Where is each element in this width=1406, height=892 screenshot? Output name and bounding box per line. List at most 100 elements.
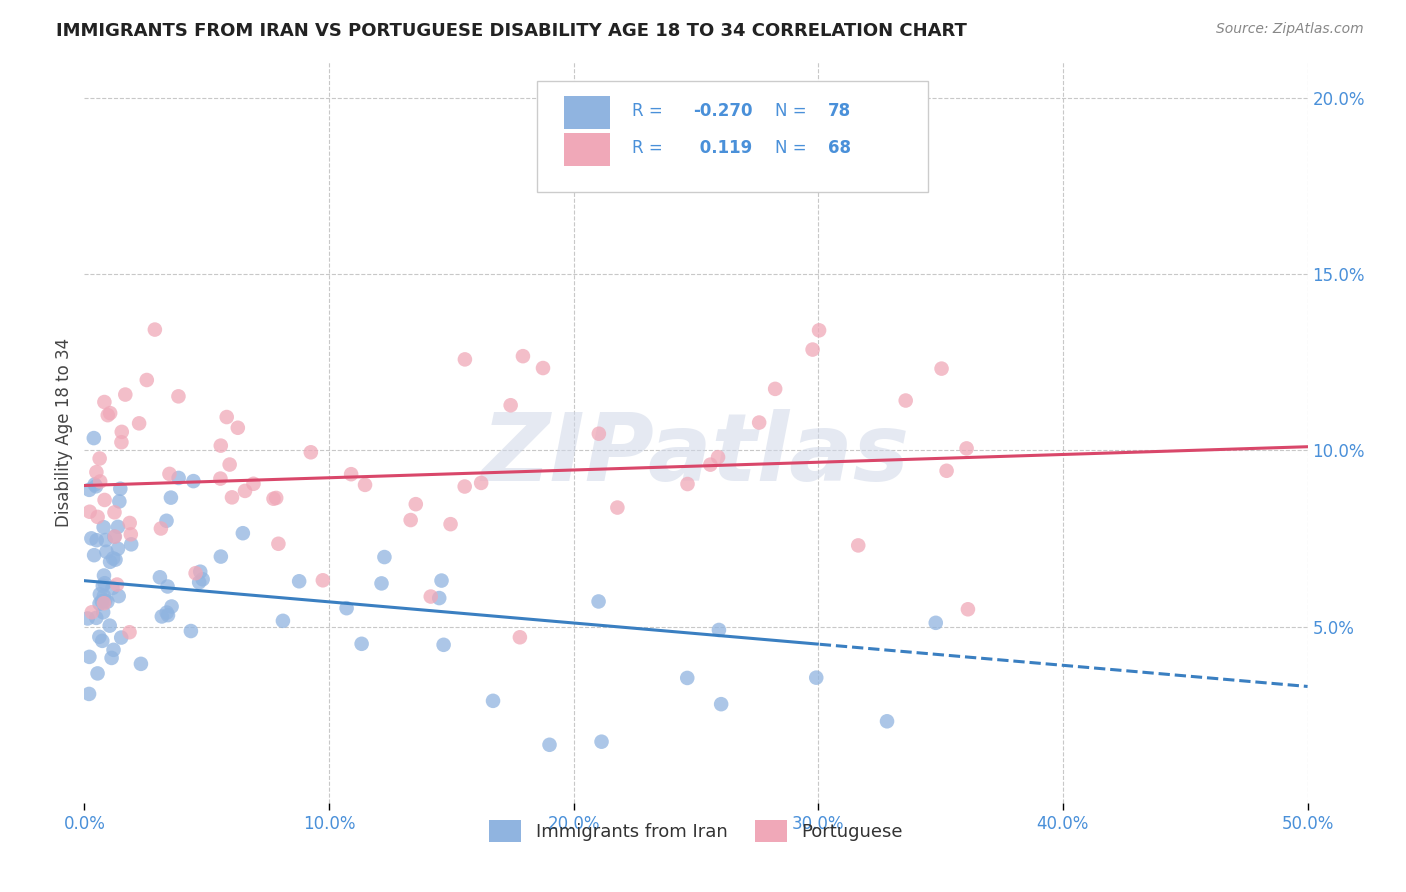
Point	[264, 491, 287, 505]
Point	[83, 548, 105, 562]
Point	[931, 361, 953, 376]
Point	[149, 570, 172, 584]
Point	[336, 601, 359, 615]
Point	[482, 694, 505, 708]
Point	[86, 666, 108, 681]
Point	[118, 516, 141, 530]
Point	[233, 483, 256, 498]
Point	[470, 475, 492, 490]
Point	[91, 633, 114, 648]
Point	[707, 623, 730, 637]
Text: IMMIGRANTS FROM IRAN VS PORTUGUESE DISABILITY AGE 18 TO 34 CORRELATION CHART: IMMIGRANTS FROM IRAN VS PORTUGUESE DISAB…	[56, 22, 967, 40]
Point	[83, 477, 105, 491]
Point	[588, 426, 610, 441]
Point	[77, 687, 100, 701]
Point	[120, 527, 142, 541]
Point	[288, 574, 311, 589]
Point	[156, 608, 179, 623]
Legend: Immigrants from Iran, Portuguese: Immigrants from Iran, Portuguese	[482, 813, 910, 849]
Text: 78: 78	[828, 102, 851, 120]
Point	[86, 509, 108, 524]
Point	[925, 615, 948, 630]
FancyBboxPatch shape	[564, 133, 610, 166]
Point	[84, 479, 107, 493]
Point	[79, 505, 101, 519]
Point	[846, 538, 869, 552]
Point	[710, 697, 733, 711]
Point	[105, 577, 128, 591]
Point	[118, 625, 141, 640]
Point	[454, 352, 477, 367]
Point	[439, 517, 461, 532]
Point	[114, 387, 136, 401]
Point	[427, 591, 450, 605]
FancyBboxPatch shape	[564, 95, 610, 129]
Point	[80, 605, 103, 619]
Point	[83, 431, 105, 445]
Point	[806, 671, 828, 685]
Point	[232, 526, 254, 541]
Point	[89, 475, 111, 489]
Point	[96, 595, 118, 609]
Point	[419, 590, 441, 604]
Point	[104, 530, 127, 544]
Point	[209, 549, 232, 564]
Point	[103, 505, 125, 519]
Point	[93, 520, 115, 534]
Point	[89, 587, 111, 601]
Point	[676, 477, 699, 491]
Point	[188, 565, 211, 579]
Point	[184, 566, 207, 581]
Point	[129, 657, 152, 671]
Text: R =: R =	[633, 102, 668, 120]
Point	[159, 467, 181, 481]
Point	[271, 614, 294, 628]
Point	[209, 472, 232, 486]
Point	[588, 594, 610, 608]
Point	[312, 574, 335, 588]
Point	[94, 593, 117, 607]
Point	[77, 483, 100, 497]
FancyBboxPatch shape	[537, 81, 928, 192]
Point	[97, 408, 120, 422]
Point	[89, 630, 111, 644]
Point	[160, 491, 183, 505]
Point	[156, 579, 179, 593]
Point	[226, 421, 249, 435]
Point	[531, 361, 554, 376]
Text: ZIPatlas: ZIPatlas	[482, 409, 910, 500]
Point	[79, 649, 101, 664]
Point	[91, 579, 114, 593]
Text: 0.119: 0.119	[693, 138, 752, 157]
Point	[242, 476, 264, 491]
Point	[93, 576, 115, 591]
Point	[98, 406, 121, 420]
Point	[86, 533, 108, 548]
Text: N =: N =	[776, 138, 813, 157]
Point	[350, 637, 373, 651]
Point	[84, 611, 107, 625]
Point	[155, 514, 177, 528]
Point	[104, 552, 127, 566]
Point	[935, 464, 957, 478]
Point	[956, 602, 979, 616]
Point	[103, 643, 125, 657]
Point	[108, 494, 131, 508]
Point	[90, 594, 112, 608]
Point	[107, 541, 129, 556]
Point	[763, 382, 786, 396]
Point	[180, 624, 202, 638]
Point	[354, 478, 377, 492]
Point	[150, 609, 173, 624]
Text: Source: ZipAtlas.com: Source: ZipAtlas.com	[1216, 22, 1364, 37]
Text: -0.270: -0.270	[693, 102, 754, 120]
Point	[98, 555, 121, 569]
Text: 68: 68	[828, 138, 851, 157]
Point	[110, 435, 132, 450]
Point	[93, 589, 115, 603]
Point	[111, 425, 134, 439]
Point	[955, 442, 977, 456]
Point	[91, 605, 114, 619]
Point	[221, 491, 243, 505]
Point	[93, 395, 115, 409]
